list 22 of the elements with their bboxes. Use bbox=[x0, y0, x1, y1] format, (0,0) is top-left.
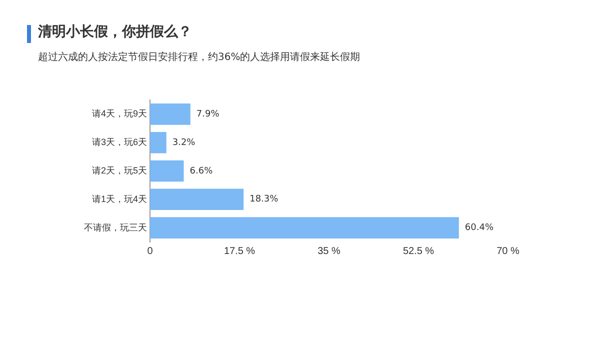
x-tick-label: 35 % bbox=[318, 246, 341, 257]
y-tick-label: 不请假，玩三天 bbox=[84, 222, 147, 232]
data-label: 6.6% bbox=[190, 166, 214, 176]
y-tick-label: 请4天，玩9天 bbox=[92, 108, 147, 119]
chart-title: 清明小长假，你拼假么？ bbox=[38, 23, 192, 41]
y-tick-label: 请2天，玩5天 bbox=[92, 165, 147, 176]
data-label: 3.2% bbox=[172, 138, 196, 148]
bar bbox=[150, 188, 244, 210]
data-label: 18.3% bbox=[250, 194, 279, 205]
x-tick-label: 52.5 % bbox=[402, 246, 434, 257]
bar bbox=[150, 132, 166, 154]
x-tick-label: 17.5 % bbox=[224, 246, 256, 257]
bar bbox=[150, 104, 190, 125]
y-tick-label: 请3天，玩6天 bbox=[92, 137, 147, 148]
chart-subtitle: 超过六成的人按法定节假日安排行程，约36%的人选择用请假来延长假期 bbox=[38, 50, 360, 64]
x-tick-label: 70 % bbox=[496, 246, 520, 257]
y-tick-label: 请1天，玩4天 bbox=[92, 194, 147, 204]
x-tick-label: 0 bbox=[147, 246, 154, 257]
bar bbox=[150, 160, 184, 182]
data-label: 60.4% bbox=[464, 223, 494, 234]
data-label: 7.9% bbox=[196, 110, 220, 120]
bar bbox=[150, 217, 459, 238]
